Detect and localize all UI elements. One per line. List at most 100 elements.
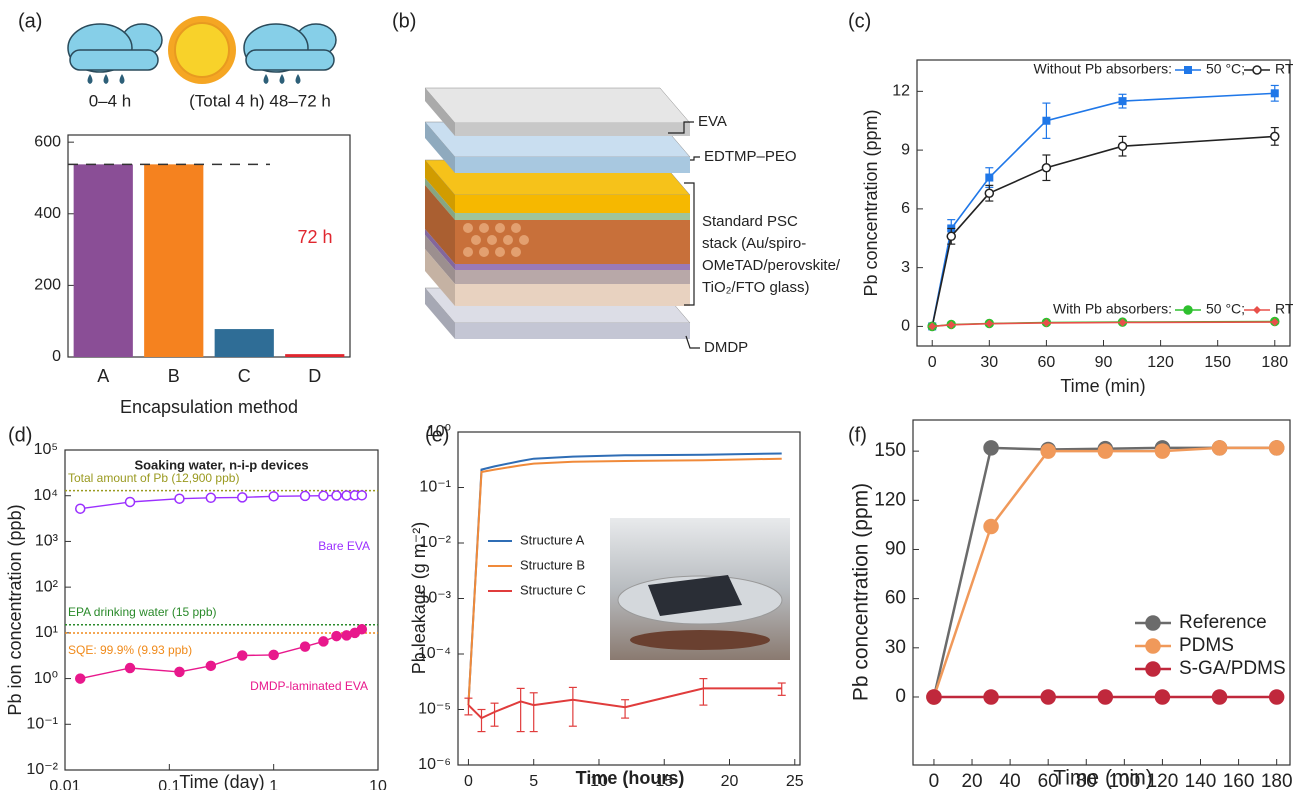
particle [471, 235, 481, 245]
icon-caption: (Total 4 h) 48–72 h [189, 91, 331, 110]
x-tick-label: 5 [529, 773, 538, 790]
panel-label: (a) [18, 10, 42, 32]
x-tick-label: 0 [464, 773, 473, 790]
x-tick-label: 10 [590, 773, 608, 790]
x-tick-label: 0 [929, 771, 940, 790]
slab-shade [425, 122, 455, 173]
panel-label: (e) [425, 424, 449, 446]
y-tick-label: 400 [34, 205, 61, 222]
marker [74, 503, 86, 514]
slab-front [455, 195, 690, 213]
layer-label: OMeTAD/perovskite/ [702, 257, 841, 274]
y-tick-label: 10⁻¹ [419, 479, 451, 496]
marker [947, 320, 956, 329]
marker [237, 492, 248, 503]
x-tick-label: 40 [1000, 771, 1021, 790]
particle [495, 223, 505, 233]
y-tick-label: 0 [52, 348, 61, 365]
marker [268, 491, 279, 502]
panel-label: (d) [8, 424, 32, 446]
marker [318, 490, 329, 501]
slab-side [425, 185, 455, 264]
x-tick-label: 15 [655, 773, 673, 790]
marker [299, 490, 311, 502]
marker [331, 630, 342, 642]
y-tick-label: 120 [874, 489, 906, 510]
marker [174, 493, 185, 504]
marker [124, 662, 136, 674]
x-tick-label: B [168, 366, 180, 386]
marker [1270, 318, 1279, 327]
layer-label: stack (Au/spiro- [702, 235, 806, 252]
error-bar [621, 699, 630, 719]
x-tick-label: 180 [1261, 771, 1293, 790]
bar [73, 164, 133, 357]
slab-side [425, 178, 455, 220]
marker [1097, 689, 1114, 705]
slab-side [425, 88, 455, 136]
slab-side [425, 229, 455, 270]
slab-side [425, 235, 455, 284]
marker [1040, 689, 1056, 705]
slab-front [455, 123, 690, 136]
x-tick-label: D [308, 366, 321, 386]
x-tick-label: 120 [1147, 771, 1179, 790]
y-tick-label: 10⁻⁶ [418, 756, 451, 773]
slab-front [455, 270, 690, 284]
marker [124, 496, 136, 508]
marker [985, 173, 994, 182]
x-axis-title: Time (min) [1053, 767, 1153, 790]
particle [463, 247, 473, 257]
reference-label: Total amount of Pb (12,900 ppb) [68, 471, 239, 485]
series-line [467, 457, 782, 706]
bar [285, 354, 345, 357]
weather-icons [67, 16, 337, 84]
y-tick-label: 10⁻³ [419, 590, 451, 607]
layer-diagram: EVA EDTMP–PEO Standard PSC stack (Au/spi… [392, 10, 841, 356]
x-tick-label: 100 [1108, 771, 1140, 790]
error-bar [490, 702, 499, 727]
series-line [931, 135, 1275, 327]
x-tick-label: 1 [269, 778, 278, 790]
marker [926, 689, 942, 705]
error-bar [568, 686, 577, 727]
series-line [931, 92, 1275, 327]
particle [503, 235, 513, 245]
layer-label: EVA [698, 113, 727, 130]
y-tick-label: 10⁻⁵ [418, 701, 451, 718]
marker [1252, 65, 1262, 75]
x-tick-label: 20 [961, 771, 982, 790]
legend-label: Reference [1179, 612, 1267, 633]
legend-label: Structure B [520, 557, 585, 572]
y-tick-label: 30 [885, 637, 906, 658]
marker [356, 490, 368, 501]
marker [205, 660, 217, 672]
marker [237, 650, 248, 661]
slab-side [425, 160, 455, 213]
x-tick-label: 90 [1095, 354, 1113, 371]
slab-shade [425, 160, 455, 213]
marker [1268, 440, 1285, 456]
marker [1040, 443, 1056, 459]
x-tick-label: 160 [1223, 771, 1255, 790]
marker [1042, 116, 1051, 125]
plot-frame [64, 449, 379, 771]
x-tick-label: 0.01 [49, 778, 80, 790]
marker [1184, 66, 1192, 74]
y-tick-label: 10³ [35, 533, 59, 550]
marker [1183, 305, 1193, 315]
marker [1118, 97, 1127, 106]
panel-label: (b) [392, 10, 416, 32]
marker [983, 689, 999, 705]
legend-label: S-GA/PDMS [1179, 658, 1286, 679]
y-axis-title: Pb leakage (g m⁻²) [409, 522, 429, 675]
slab-shade [425, 229, 455, 270]
plot-frame [912, 419, 1291, 766]
marker [1211, 689, 1228, 705]
slab-front [455, 264, 690, 270]
particle [511, 223, 521, 233]
panel-label: (c) [848, 10, 871, 32]
y-tick-label: 10⁻² [419, 534, 451, 551]
slab-shade [425, 185, 455, 264]
error-bar [464, 697, 473, 716]
